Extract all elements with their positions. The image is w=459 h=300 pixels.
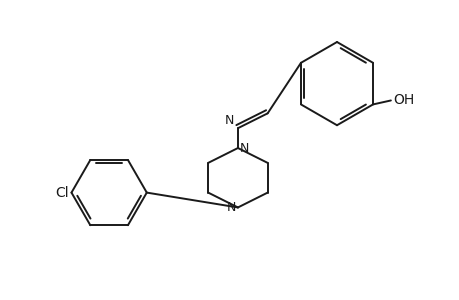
- Text: Cl: Cl: [55, 186, 68, 200]
- Text: N: N: [240, 142, 249, 154]
- Text: N: N: [226, 201, 235, 214]
- Text: N: N: [224, 114, 234, 127]
- Text: OH: OH: [392, 94, 413, 107]
